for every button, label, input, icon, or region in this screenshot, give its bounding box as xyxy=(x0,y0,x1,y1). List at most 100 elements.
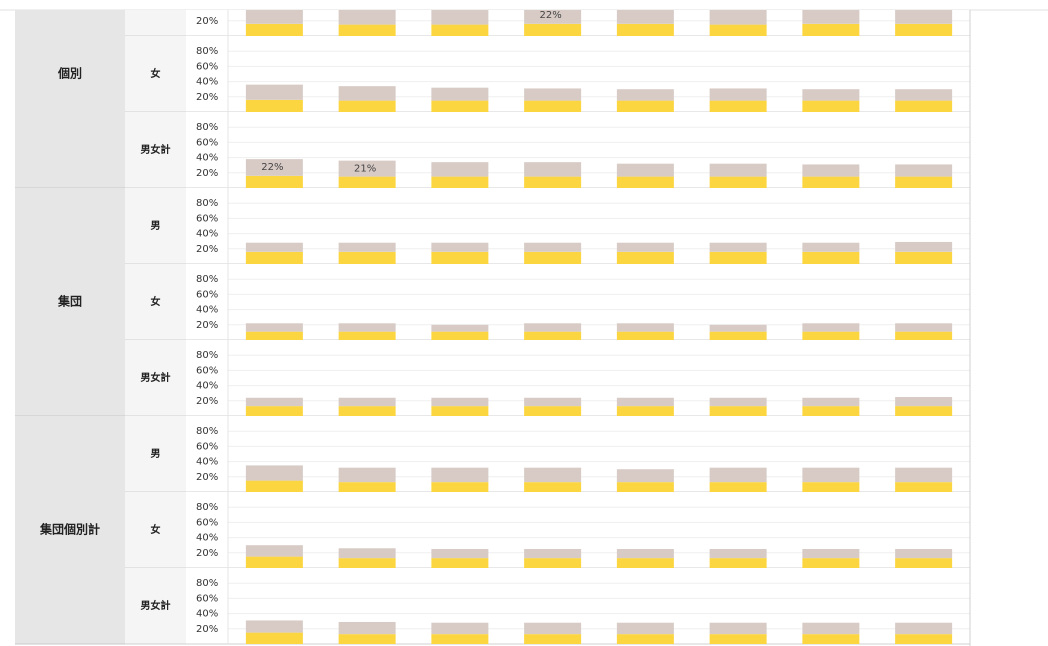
bar-segment xyxy=(895,251,953,264)
bar-segment xyxy=(802,406,860,416)
bar-segment xyxy=(709,634,767,644)
y-tick-label: 80% xyxy=(196,46,218,57)
y-tick-label: 80% xyxy=(196,274,218,285)
bar-segment xyxy=(895,323,953,332)
bar-segment xyxy=(245,465,303,481)
bar-segment xyxy=(245,556,303,568)
bar-segment xyxy=(431,251,489,264)
bar-segment xyxy=(245,159,303,176)
bar-segment xyxy=(895,558,953,568)
bar-segment xyxy=(802,549,860,559)
bar-segment xyxy=(431,634,489,644)
bar-segment xyxy=(431,10,489,25)
bar-segment xyxy=(616,622,674,635)
bar-segment xyxy=(709,10,767,25)
sex-label: 女 xyxy=(151,67,161,80)
bar-segment xyxy=(338,331,396,340)
bar-segment xyxy=(802,89,860,101)
group-cell xyxy=(15,416,125,644)
bar-segment xyxy=(802,323,860,332)
y-tick-label: 40% xyxy=(196,609,218,620)
bar-segment xyxy=(524,549,582,559)
bar-segment xyxy=(895,482,953,492)
bar-segment xyxy=(709,324,767,332)
bar-segment xyxy=(616,242,674,252)
bar-segment xyxy=(616,10,674,24)
sex-cell xyxy=(125,416,186,492)
y-tick-label: 60% xyxy=(196,365,218,376)
bar-segment xyxy=(709,622,767,635)
bar-segment xyxy=(524,23,582,36)
group-label: 集団 xyxy=(57,294,82,309)
sex-cell xyxy=(125,10,186,36)
bar-segment xyxy=(431,87,489,101)
y-tick-label: 40% xyxy=(196,153,218,164)
bar-segment xyxy=(338,482,396,492)
sex-cell xyxy=(125,188,186,264)
bar-segment xyxy=(802,634,860,644)
bar-segment xyxy=(245,397,303,407)
bar-segment xyxy=(338,24,396,36)
bar-segment xyxy=(524,467,582,483)
bar-segment xyxy=(524,622,582,635)
bar-segment xyxy=(245,620,303,633)
bar-segment xyxy=(245,99,303,112)
y-tick-label: 40% xyxy=(196,1,218,12)
y-tick-label: 20% xyxy=(196,16,218,27)
bar-segment xyxy=(524,100,582,112)
bar-segment xyxy=(431,406,489,416)
bar-segment xyxy=(616,469,674,483)
bar-segment xyxy=(524,634,582,644)
bar-segment xyxy=(245,23,303,36)
y-tick-label: 80% xyxy=(196,502,218,513)
bar-segment xyxy=(802,622,860,635)
bar-segment xyxy=(431,558,489,568)
bar-segment xyxy=(616,331,674,340)
bar-segment xyxy=(895,467,953,483)
bar-segment xyxy=(338,406,396,416)
bar-segment xyxy=(616,176,674,188)
bar-segment xyxy=(616,634,674,644)
bar-segment xyxy=(895,634,953,644)
y-tick-label: 20% xyxy=(196,168,218,179)
bar-segment xyxy=(245,323,303,332)
y-tick-label: 20% xyxy=(196,624,218,635)
bar-segment xyxy=(802,23,860,36)
bar-segment xyxy=(245,242,303,252)
bar-segment xyxy=(895,406,953,416)
bar-segment xyxy=(709,482,767,492)
bar-segment xyxy=(245,406,303,416)
bar-segment xyxy=(616,23,674,36)
bar-segment xyxy=(709,163,767,177)
bar-segment xyxy=(895,100,953,112)
bar-segment xyxy=(895,241,953,252)
bar-segment xyxy=(709,176,767,188)
bar-segment xyxy=(616,406,674,416)
bar-segment xyxy=(895,164,953,177)
y-tick-label: 60% xyxy=(196,137,218,148)
bar-segment xyxy=(616,549,674,559)
group-cell xyxy=(15,10,125,188)
y-tick-label: 60% xyxy=(196,441,218,452)
bar-segment xyxy=(709,549,767,559)
bar-segment xyxy=(709,406,767,416)
bar-segment xyxy=(431,24,489,36)
bar-segment xyxy=(431,162,489,177)
bar-segment xyxy=(245,10,303,24)
y-tick-label: 20% xyxy=(196,320,218,331)
sex-label: 男女計 xyxy=(141,143,171,156)
bar-segment xyxy=(802,100,860,112)
table-body: 個別 20% 40% 60% 80% 22% 女 20% 40% 60% 80% 男女計 20% 40% 6… xyxy=(15,1,971,646)
y-tick-label: 80% xyxy=(196,578,218,589)
bar-segment xyxy=(431,622,489,635)
bar-segment xyxy=(802,176,860,188)
bar-segment xyxy=(616,323,674,332)
y-tick-label: 60% xyxy=(196,517,218,528)
sex-cell xyxy=(125,492,186,568)
bar-segment xyxy=(524,10,582,24)
bar-segment xyxy=(895,176,953,188)
y-tick-label: 60% xyxy=(196,289,218,300)
bar-segment xyxy=(709,331,767,340)
y-tick-label: 20% xyxy=(196,396,218,407)
